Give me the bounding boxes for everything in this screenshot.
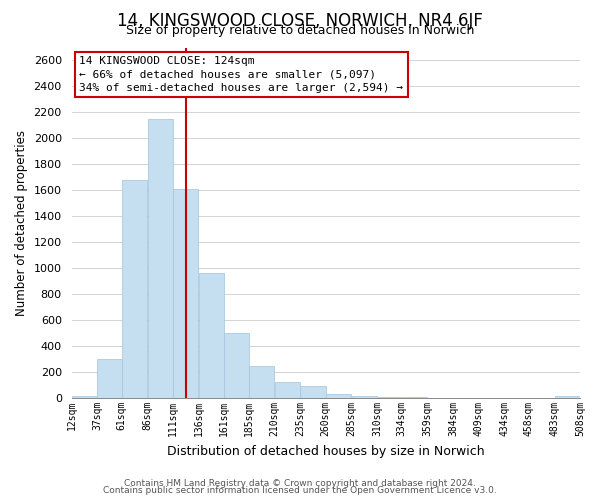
Bar [173, 189, 199, 398]
Bar [326, 394, 351, 398]
Bar [199, 274, 224, 398]
Text: 14, KINGSWOOD CLOSE, NORWICH, NR4 6JF: 14, KINGSWOOD CLOSE, NORWICH, NR4 6JF [117, 12, 483, 30]
X-axis label: Distribution of detached houses by size in Norwich: Distribution of detached houses by size … [167, 444, 485, 458]
Text: Contains HM Land Registry data © Crown copyright and database right 2024.: Contains HM Land Registry data © Crown c… [124, 478, 476, 488]
Bar [224, 332, 249, 398]
Bar [249, 366, 274, 398]
Bar [352, 396, 377, 398]
Bar [377, 397, 401, 398]
Bar [71, 396, 97, 398]
Bar [300, 386, 326, 398]
Bar [122, 180, 147, 398]
Text: Size of property relative to detached houses in Norwich: Size of property relative to detached ho… [126, 24, 474, 37]
Bar [554, 396, 580, 398]
Text: Contains public sector information licensed under the Open Government Licence v3: Contains public sector information licen… [103, 486, 497, 495]
Y-axis label: Number of detached properties: Number of detached properties [15, 130, 28, 316]
Text: 14 KINGSWOOD CLOSE: 124sqm
← 66% of detached houses are smaller (5,097)
34% of s: 14 KINGSWOOD CLOSE: 124sqm ← 66% of deta… [79, 56, 403, 92]
Bar [275, 382, 300, 398]
Bar [148, 119, 173, 398]
Bar [97, 359, 122, 398]
